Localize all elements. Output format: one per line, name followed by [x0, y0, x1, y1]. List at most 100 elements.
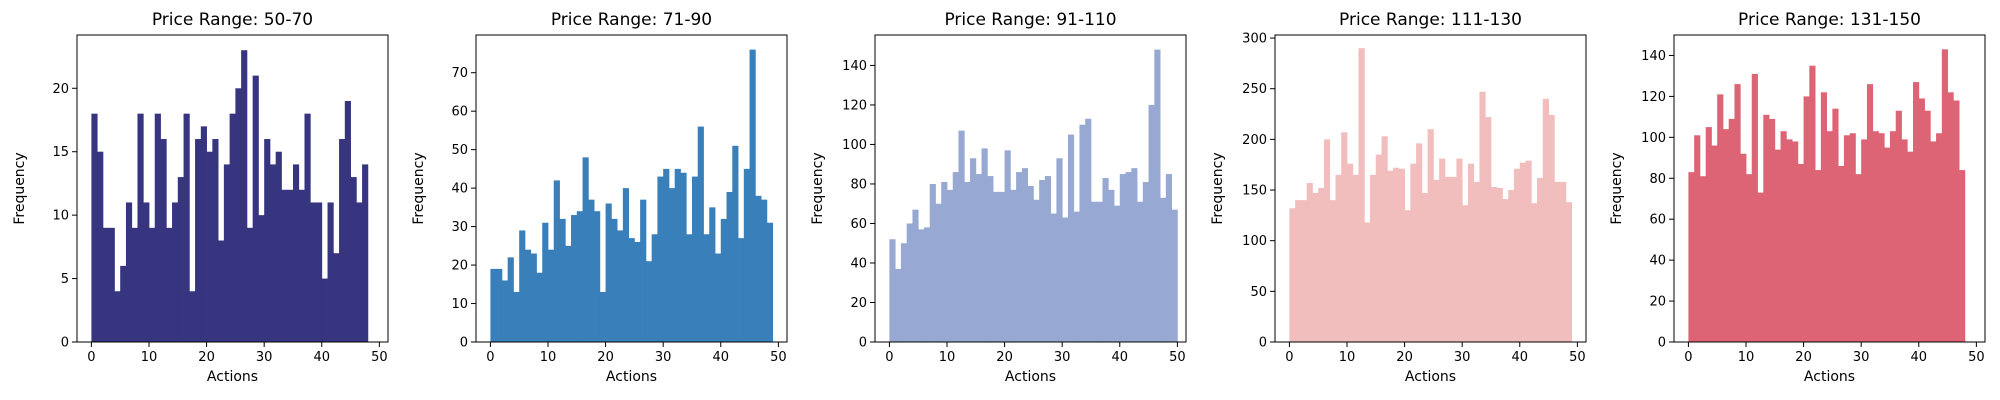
bar	[929, 183, 936, 342]
bar	[749, 49, 756, 343]
bar	[993, 191, 1000, 342]
chart-title: Price Range: 131-150	[1738, 10, 1921, 30]
bar	[1774, 149, 1781, 342]
bar	[195, 139, 202, 342]
bar	[1872, 131, 1879, 342]
bar	[1502, 199, 1509, 342]
axes-frame	[874, 34, 1187, 343]
bar	[519, 230, 526, 342]
bar	[1154, 49, 1161, 343]
bar	[1318, 187, 1325, 342]
bar	[269, 164, 277, 342]
bar	[125, 202, 133, 342]
bar	[1688, 172, 1695, 342]
y-tick-label: 70	[451, 66, 468, 81]
x-tick-label: 0	[885, 350, 893, 365]
bar	[1769, 118, 1776, 342]
chart-price-range-50-70: Price Range: 50-70 0 10 20 30 40 50 05101520 …	[12, 10, 389, 385]
y-tick-label: 60	[850, 217, 867, 232]
y-tick-label: 60	[451, 105, 468, 120]
bar	[1108, 189, 1115, 342]
y-tick-label: 0	[859, 336, 867, 351]
bar	[1398, 168, 1405, 342]
x-tick-label: 20	[1795, 350, 1812, 365]
x-tick-label: 40	[1511, 350, 1528, 365]
bar	[1125, 172, 1132, 342]
x-tick-label: 30	[1853, 350, 1870, 365]
bar	[576, 211, 583, 342]
bar	[668, 188, 676, 342]
bar	[1171, 209, 1178, 342]
bar	[889, 239, 896, 342]
bar	[645, 261, 653, 342]
y-tick-label: 0	[460, 336, 468, 351]
bar	[1792, 141, 1799, 342]
bar	[1728, 118, 1735, 342]
bar	[177, 177, 184, 342]
bar	[599, 291, 606, 342]
bar	[252, 75, 259, 342]
bar	[559, 218, 566, 342]
bar	[246, 227, 254, 342]
bar	[1142, 181, 1149, 342]
x-axis-label: Actions	[606, 369, 657, 385]
bar	[1067, 134, 1075, 342]
bar	[628, 238, 635, 342]
bar	[97, 151, 104, 342]
bar	[1079, 124, 1086, 342]
bar	[490, 268, 497, 342]
bar	[281, 189, 288, 342]
bar	[1803, 96, 1810, 343]
bar	[1699, 176, 1707, 342]
bar	[1565, 202, 1572, 342]
bar	[287, 189, 294, 342]
bar	[657, 176, 664, 342]
x-tick-label: 30	[1454, 350, 1471, 365]
bar	[275, 151, 282, 342]
bar	[356, 202, 363, 342]
bar	[680, 172, 687, 342]
bar	[1554, 181, 1561, 342]
y-tick-label: 0	[61, 336, 69, 351]
bar	[333, 253, 340, 342]
y-tick-label: 30	[451, 220, 468, 235]
bar	[1820, 92, 1828, 342]
chart-price-range-91-110: Price Range: 91-110 0 10 20 30 40 50 0 20 40 60 8…	[810, 10, 1187, 385]
bar	[1427, 129, 1434, 342]
bar	[1889, 131, 1897, 342]
bar	[1450, 176, 1457, 342]
bar	[1102, 178, 1109, 342]
x-tick-label: 10	[1738, 350, 1755, 365]
bar	[166, 227, 173, 342]
x-tick-label: 10	[939, 350, 956, 365]
y-axis-label: Frequency	[810, 152, 826, 224]
bar	[1295, 200, 1302, 342]
x-axis-label: Actions	[1405, 369, 1456, 385]
y-tick-label: 120	[842, 98, 867, 113]
bar	[1838, 165, 1845, 342]
chart-title: Price Range: 91-110	[944, 10, 1116, 30]
y-tick-label: 0	[1658, 336, 1666, 351]
bar	[327, 202, 334, 342]
bar	[1843, 135, 1851, 342]
bar	[1467, 163, 1475, 342]
bar	[640, 199, 647, 342]
bar	[154, 113, 161, 343]
bar	[1114, 205, 1121, 342]
bar	[137, 113, 144, 343]
bar	[1329, 200, 1336, 342]
bar	[1416, 143, 1423, 342]
bar	[1119, 174, 1126, 342]
bar	[743, 168, 750, 342]
bar	[189, 291, 196, 342]
bar	[1444, 176, 1452, 342]
bar	[1508, 190, 1515, 342]
x-tick-label: 20	[1396, 350, 1413, 365]
bar	[1027, 185, 1034, 342]
bar	[588, 199, 595, 342]
bar	[131, 227, 138, 342]
bar	[895, 268, 902, 342]
y-tick-label: 140	[1641, 49, 1666, 64]
bar	[952, 172, 959, 342]
